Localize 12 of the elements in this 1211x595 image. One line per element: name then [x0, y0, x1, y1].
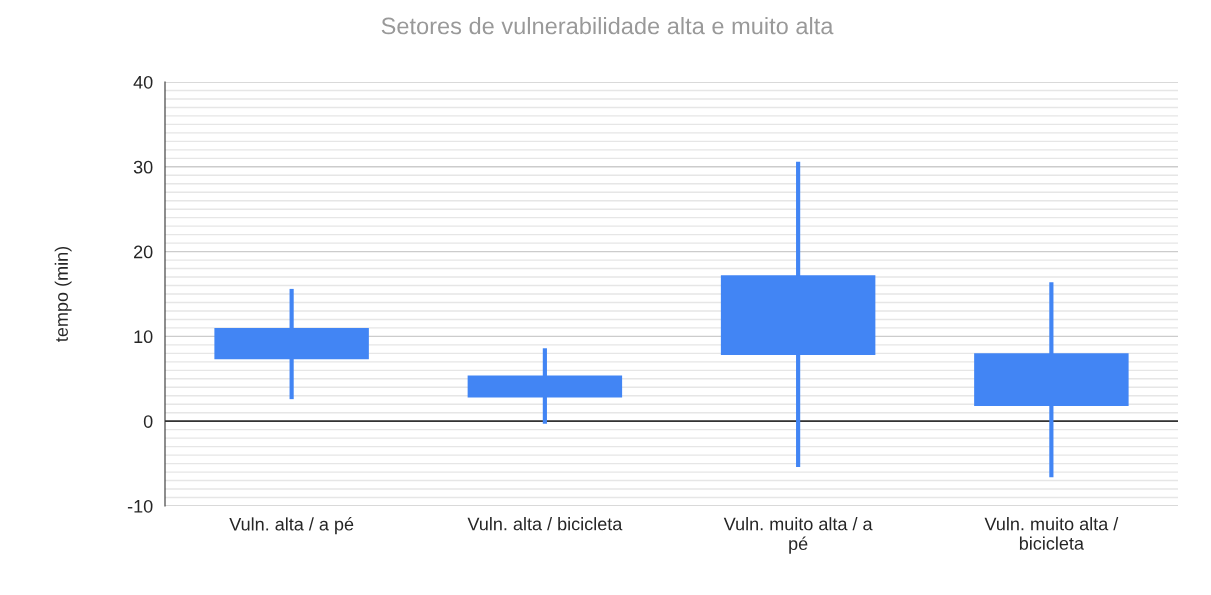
x-tick-label: Vuln. alta / bicicleta [467, 517, 623, 531]
y-tick-label: 10 [134, 330, 153, 344]
x-tick-label: Vuln. alta / a pé [229, 517, 354, 535]
x-tick-label: Vuln. muito alta / a pé [723, 517, 873, 554]
y-tick-label: 30 [133, 160, 153, 174]
x-tick-label: Vuln. muito alta / bicicleta [984, 517, 1119, 550]
y-tick-label: 0 [143, 415, 153, 428]
y-tick-label: -10 [127, 499, 153, 513]
chart-title: Setores de vulnerabilidade alta e muito alta [381, 17, 834, 35]
y-axis-title: tempo (min) [54, 246, 72, 342]
y-tick-label: 20 [134, 245, 153, 259]
y-tick-label: 40 [133, 75, 153, 89]
